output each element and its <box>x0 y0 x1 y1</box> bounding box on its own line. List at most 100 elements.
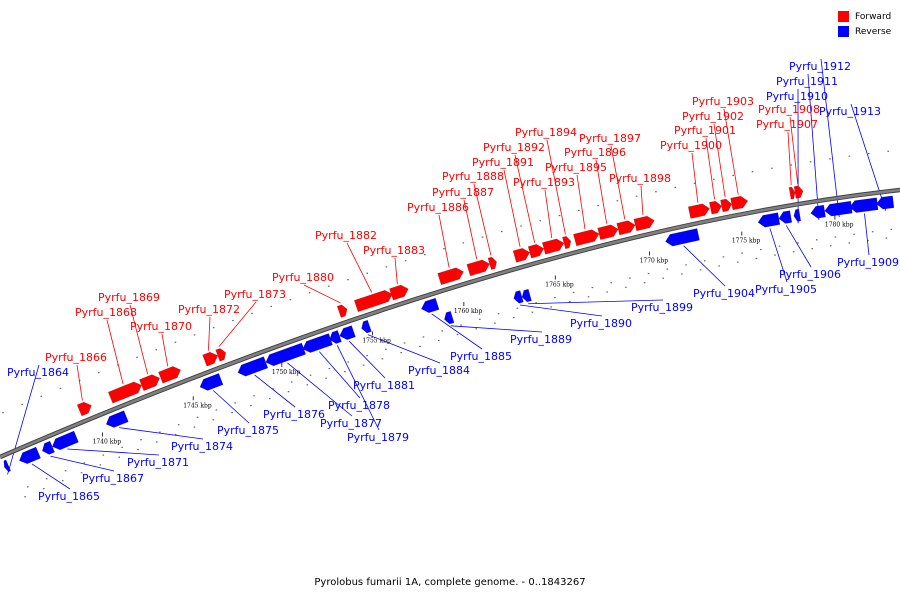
gene-Pyrfu_1906[interactable] <box>778 210 793 224</box>
gene-arrow[interactable] <box>788 186 796 200</box>
gene-arrow[interactable] <box>778 210 793 224</box>
gene-Pyrfu_1885[interactable] <box>421 297 440 314</box>
gene-arrow[interactable] <box>3 459 12 473</box>
gene-Pyrfu_1911[interactable] <box>810 204 826 219</box>
gene-arrow[interactable] <box>573 229 600 247</box>
gene-arrow[interactable] <box>158 366 181 384</box>
gene-arrow[interactable] <box>51 430 79 451</box>
gene-arrow[interactable] <box>687 203 710 219</box>
gene-arrow[interactable] <box>466 259 490 277</box>
gene-Pyrfu_1876[interactable] <box>237 356 269 377</box>
gene-Pyrfu_1878[interactable] <box>302 333 333 353</box>
gene-arrow[interactable] <box>19 446 41 465</box>
gene-Pyrfu_1865[interactable] <box>19 446 41 465</box>
gene-Pyrfu_1912[interactable] <box>824 200 853 217</box>
gene-Pyrfu_1894[interactable] <box>562 235 572 250</box>
gene-arrow[interactable] <box>107 381 142 404</box>
gene-arrow[interactable] <box>810 204 826 219</box>
gene-Pyrfu_1890[interactable] <box>513 290 524 304</box>
gene-arrow[interactable] <box>665 228 700 247</box>
gene-Pyrfu_1896[interactable] <box>597 224 619 241</box>
gene-Pyrfu_1891[interactable] <box>512 247 531 263</box>
gene-arrow[interactable] <box>709 200 722 215</box>
gene-Pyrfu_1871[interactable] <box>51 430 79 451</box>
gene-Pyrfu_1872[interactable] <box>202 351 219 367</box>
gene-Pyrfu_1909[interactable] <box>849 197 879 213</box>
gene-arrow[interactable] <box>353 290 393 313</box>
gene-Pyrfu_1875[interactable] <box>199 373 224 391</box>
gene-Pyrfu_1901[interactable] <box>709 200 722 215</box>
gene-Pyrfu_1893[interactable] <box>541 238 565 255</box>
gene-Pyrfu_1907[interactable] <box>788 186 796 200</box>
gene-Pyrfu_1870[interactable] <box>158 366 181 384</box>
gene-arrow[interactable] <box>616 220 636 236</box>
gene-Pyrfu_1884[interactable] <box>361 319 372 334</box>
gene-arrow[interactable] <box>562 235 572 250</box>
gene-Pyrfu_1864[interactable] <box>3 459 12 473</box>
gene-arrow[interactable] <box>633 215 655 232</box>
gene-arrow[interactable] <box>237 356 269 377</box>
gene-arrow[interactable] <box>757 212 781 228</box>
gene-Pyrfu_1882[interactable] <box>353 290 393 313</box>
gene-arrow[interactable] <box>720 198 732 213</box>
gene-Pyrfu_1888[interactable] <box>487 256 497 270</box>
gene-arrow[interactable] <box>105 410 129 428</box>
gene-Pyrfu_1868[interactable] <box>107 381 142 404</box>
gene-Pyrfu_1897[interactable] <box>616 220 636 236</box>
gene-arrow[interactable] <box>793 185 804 199</box>
gene-Pyrfu_1886[interactable] <box>437 267 464 286</box>
gene-arrow[interactable] <box>339 325 356 341</box>
gene-arrow[interactable] <box>849 197 879 213</box>
gene-Pyrfu_1913[interactable] <box>876 195 895 210</box>
gene-Pyrfu_1883[interactable] <box>389 284 409 301</box>
gene-arrow[interactable] <box>361 319 372 334</box>
gene-arrow[interactable] <box>437 267 464 286</box>
gene-Pyrfu_1866[interactable] <box>76 401 92 417</box>
gene-Pyrfu_1902[interactable] <box>720 198 732 213</box>
gene-arrow[interactable] <box>76 401 92 417</box>
gene-arrow[interactable] <box>202 351 219 367</box>
gene-arrow[interactable] <box>302 333 333 353</box>
gene-arrow[interactable] <box>513 290 524 304</box>
gene-Pyrfu_1869[interactable] <box>139 374 160 392</box>
gene-Pyrfu_1895[interactable] <box>573 229 600 247</box>
gene-arrow[interactable] <box>793 208 802 222</box>
gene-arrow[interactable] <box>512 247 531 263</box>
gene-Pyrfu_1898[interactable] <box>633 215 655 232</box>
gene-Pyrfu_1880[interactable] <box>336 304 348 318</box>
gene-arrow[interactable] <box>421 297 440 314</box>
gene-arrow[interactable] <box>876 195 895 210</box>
gene-Pyrfu_1877[interactable] <box>265 342 307 367</box>
gene-Pyrfu_1899[interactable] <box>521 288 532 303</box>
gene-Pyrfu_1881[interactable] <box>339 325 356 341</box>
gene-Pyrfu_1900[interactable] <box>687 203 710 219</box>
gene-arrow[interactable] <box>329 330 342 344</box>
gene-Pyrfu_1910[interactable] <box>793 208 802 222</box>
gene-arrow[interactable] <box>336 304 348 318</box>
gene-Pyrfu_1903[interactable] <box>730 195 749 211</box>
gene-Pyrfu_1905[interactable] <box>757 212 781 228</box>
gene-Pyrfu_1887[interactable] <box>466 259 490 277</box>
gene-Pyrfu_1873[interactable] <box>215 348 227 362</box>
gene-Pyrfu_1904[interactable] <box>665 228 700 247</box>
gene-arrow[interactable] <box>521 288 532 303</box>
gene-Pyrfu_1908[interactable] <box>793 185 804 199</box>
gene-arrow[interactable] <box>824 200 853 217</box>
gene-Pyrfu_1879[interactable] <box>329 330 342 344</box>
gene-arrow[interactable] <box>215 348 227 362</box>
gene-arrow[interactable] <box>41 440 55 455</box>
gene-arrow[interactable] <box>199 373 224 391</box>
gene-Pyrfu_1874[interactable] <box>105 410 129 428</box>
gene-Pyrfu_1889[interactable] <box>444 310 455 325</box>
gene-arrow[interactable] <box>541 238 565 255</box>
gene-arrow[interactable] <box>487 256 497 270</box>
gene-arrow[interactable] <box>389 284 409 301</box>
gene-Pyrfu_1867[interactable] <box>41 440 55 455</box>
gene-arrow[interactable] <box>265 342 307 367</box>
gene-arrow[interactable] <box>730 195 749 211</box>
gene-Pyrfu_1892[interactable] <box>527 244 545 259</box>
gene-arrow[interactable] <box>139 374 160 392</box>
gene-arrow[interactable] <box>444 310 455 325</box>
gene-arrow[interactable] <box>527 244 545 259</box>
gene-arrow[interactable] <box>597 224 619 241</box>
